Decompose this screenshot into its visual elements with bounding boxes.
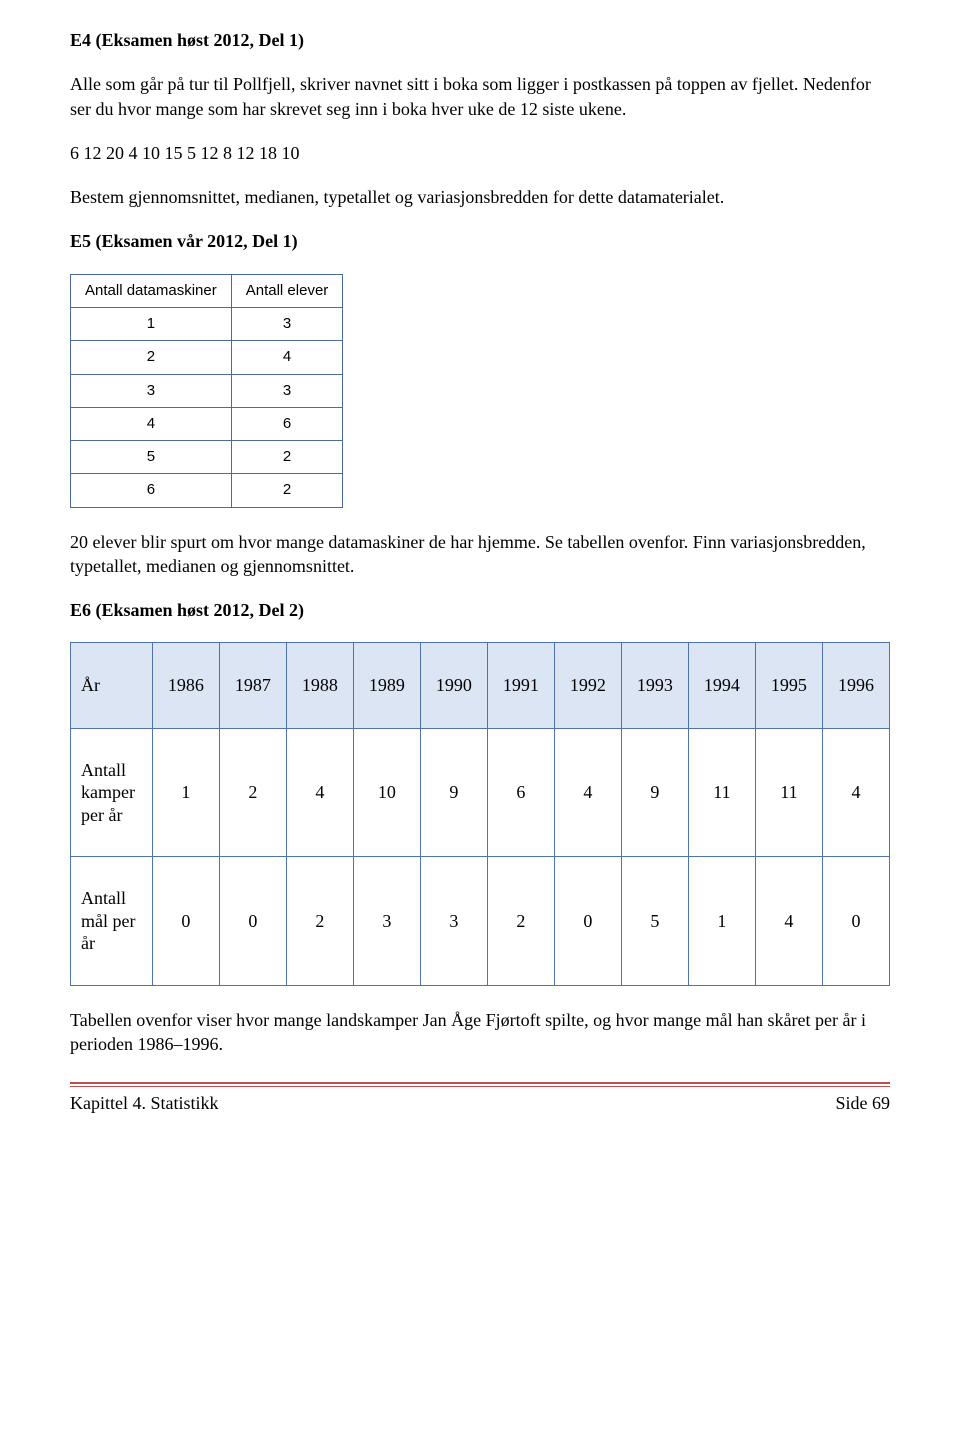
- table-row-year: År 1986 1987 1988 1989 1990 1991 1992 19…: [71, 643, 890, 728]
- e6-para: Tabellen ovenfor viser hvor mange landsk…: [70, 1008, 890, 1057]
- table-row: 52: [71, 441, 343, 474]
- table-row-kamper: Antall kamper per år 1 2 4 10 9 6 4 9 11…: [71, 728, 890, 857]
- year-label: År: [71, 643, 153, 728]
- e6-title: E6 (Eksamen høst 2012, Del 2): [70, 598, 890, 622]
- e4-para2: Bestem gjennomsnittet, medianen, typetal…: [70, 185, 890, 209]
- table-row: 33: [71, 374, 343, 407]
- e6-data-table: År 1986 1987 1988 1989 1990 1991 1992 19…: [70, 642, 890, 985]
- table-row: 46: [71, 407, 343, 440]
- table-row: 24: [71, 341, 343, 374]
- kamper-label: Antall kamper per år: [71, 728, 153, 857]
- e4-para1: Alle som går på tur til Pollfjell, skriv…: [70, 72, 890, 121]
- table-row: 62: [71, 474, 343, 507]
- e5-col-header: Antall elever: [231, 274, 343, 307]
- table-row: 13: [71, 308, 343, 341]
- table-row-maal: Antall mål per år 0 0 2 3 3 2 0 5 1 4 0: [71, 857, 890, 986]
- footer-right: Side 69: [835, 1091, 890, 1115]
- e5-col-header: Antall datamaskiner: [71, 274, 232, 307]
- e4-title: E4 (Eksamen høst 2012, Del 1): [70, 28, 890, 52]
- e5-data-table: Antall datamaskiner Antall elever 13 24 …: [70, 274, 890, 508]
- e5-para: 20 elever blir spurt om hvor mange datam…: [70, 530, 890, 579]
- e4-numbers: 6 12 20 4 10 15 5 12 8 12 18 10: [70, 141, 890, 165]
- footer-left: Kapittel 4. Statistikk: [70, 1091, 219, 1115]
- page-footer: Kapittel 4. Statistikk Side 69: [70, 1082, 890, 1115]
- maal-label: Antall mål per år: [71, 857, 153, 986]
- e5-title: E5 (Eksamen vår 2012, Del 1): [70, 229, 890, 253]
